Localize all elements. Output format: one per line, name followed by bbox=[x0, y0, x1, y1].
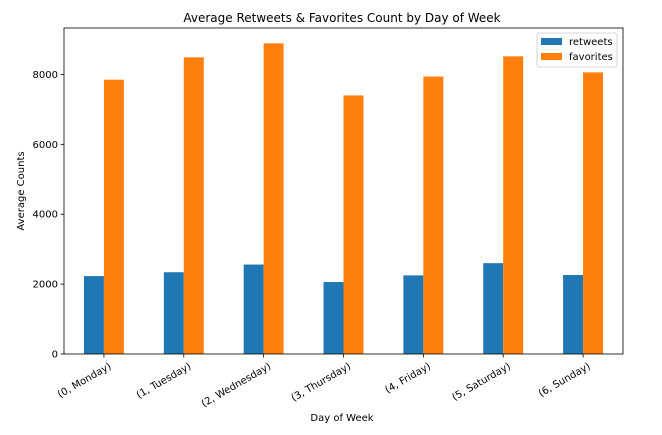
bar-retweets-3 bbox=[323, 282, 344, 354]
bars-layer bbox=[83, 43, 604, 355]
legend-swatch-retweets bbox=[541, 38, 562, 45]
chart-title: Average Retweets & Favorites Count by Da… bbox=[183, 11, 500, 25]
legend-label-favorites: favorites bbox=[569, 52, 613, 63]
bar-retweets-6 bbox=[563, 275, 584, 354]
bar-favorites-3 bbox=[343, 95, 364, 355]
bar-favorites-1 bbox=[183, 57, 204, 354]
y-tick-label: 2000 bbox=[33, 280, 58, 291]
bar-favorites-0 bbox=[103, 79, 124, 354]
bar-favorites-5 bbox=[503, 56, 524, 355]
x-axis-label: Day of Week bbox=[310, 413, 373, 424]
y-tick-label: 8000 bbox=[33, 70, 58, 81]
legend-label-retweets: retweets bbox=[569, 37, 613, 48]
y-axis-label: Average Counts bbox=[16, 151, 27, 230]
bar-favorites-6 bbox=[583, 72, 604, 355]
y-tick-label: 0 bbox=[52, 350, 58, 361]
bar-retweets-2 bbox=[243, 264, 264, 354]
bar-favorites-2 bbox=[263, 43, 284, 355]
y-tick-label: 6000 bbox=[33, 140, 58, 151]
bar-retweets-5 bbox=[483, 263, 504, 354]
legend: retweets favorites bbox=[536, 32, 618, 68]
bar-retweets-0 bbox=[83, 276, 104, 354]
bar-retweets-1 bbox=[163, 272, 184, 354]
bar-favorites-4 bbox=[423, 76, 444, 355]
legend-swatch-favorites bbox=[541, 53, 562, 60]
plot-frame bbox=[63, 27, 624, 355]
y-axis-ticks: 0 2000 4000 6000 8000 bbox=[33, 70, 64, 361]
y-tick-label: 4000 bbox=[33, 210, 58, 221]
bar-retweets-4 bbox=[403, 275, 424, 354]
